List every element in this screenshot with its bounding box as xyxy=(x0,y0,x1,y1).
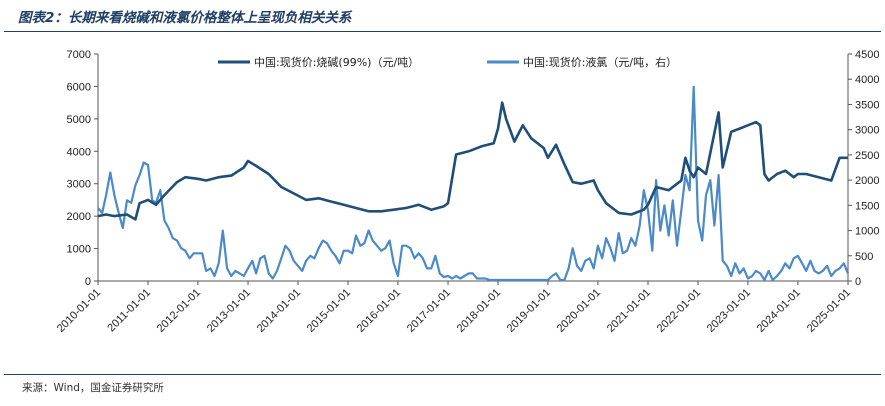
series-line-liquid-chlorine xyxy=(97,85,850,282)
y-left-tick-label: 4000 xyxy=(67,146,91,158)
chart-axes: 0 1000 2000 3000 4000 5000 6000 7000 0 500 1000 150… xyxy=(55,49,880,335)
x-tick-label: 2024-01-01 xyxy=(755,287,803,335)
source-note: 来源：Wind，国金证券研究所 xyxy=(22,382,164,394)
x-tick-label: 2017-01-01 xyxy=(405,287,453,335)
series-layer xyxy=(97,85,850,282)
x-tick-label: 2018-01-01 xyxy=(455,287,503,335)
x-tick-label: 2019-01-01 xyxy=(505,287,553,335)
chart-title: 图表2：长期来看烧碱和液氯价格整体上呈现负相关关系 xyxy=(18,10,352,26)
y-right-tick-label: 1500 xyxy=(855,200,879,212)
y-left-tick-label: 2000 xyxy=(67,211,91,223)
legend-label-liquid-chlorine: 中国:现货价:液氯（元/吨，右） xyxy=(523,55,677,69)
title-divider xyxy=(4,31,881,32)
y-left-tick-label: 5000 xyxy=(67,114,91,126)
y-right-tick-label: 2500 xyxy=(855,150,879,162)
y-right-tick-label: 4500 xyxy=(855,49,879,61)
series-line-caustic-soda xyxy=(97,101,848,221)
x-tick-label: 2014-01-01 xyxy=(255,287,303,335)
x-tick-label: 2016-01-01 xyxy=(355,287,403,335)
y-right-tick-label: 3500 xyxy=(855,99,879,111)
legend-label-caustic-soda: 中国:现货价:烧碱(99%)（元/吨） xyxy=(254,55,419,69)
x-tick-label: 2022-01-01 xyxy=(655,287,703,335)
x-tick-label: 2023-01-01 xyxy=(705,287,753,335)
x-tick-label: 2015-01-01 xyxy=(305,287,353,335)
x-tick-label: 2025-01-01 xyxy=(805,287,853,335)
y-right-tick-label: 0 xyxy=(855,276,861,288)
y-left-tick-label: 7000 xyxy=(67,49,91,61)
x-tick-label: 2020-01-01 xyxy=(555,287,603,335)
chart-legend: 中国:现货价:烧碱(99%)（元/吨） 中国:现货价:液氯（元/吨，右） xyxy=(218,55,677,69)
x-tick-label: 2011-01-01 xyxy=(105,287,153,335)
y-right-tick-label: 500 xyxy=(855,251,873,263)
x-tick-label: 2021-01-01 xyxy=(605,287,653,335)
y-right-tick-label: 1000 xyxy=(855,226,879,238)
x-tick-label: 2012-01-01 xyxy=(155,287,203,335)
y-right-tick-label: 2000 xyxy=(855,175,879,187)
y-right-tick-label: 3000 xyxy=(855,125,879,137)
y-left-tick-label: 0 xyxy=(85,276,91,288)
x-tick-label: 2010-01-01 xyxy=(55,287,103,335)
y-left-tick-label: 3000 xyxy=(67,179,91,191)
x-tick-label: 2013-01-01 xyxy=(205,287,253,335)
y-left-tick-label: 6000 xyxy=(67,81,91,93)
footer-divider xyxy=(4,374,881,375)
y-left-tick-label: 1000 xyxy=(67,244,91,256)
y-right-tick-label: 4000 xyxy=(855,74,879,86)
